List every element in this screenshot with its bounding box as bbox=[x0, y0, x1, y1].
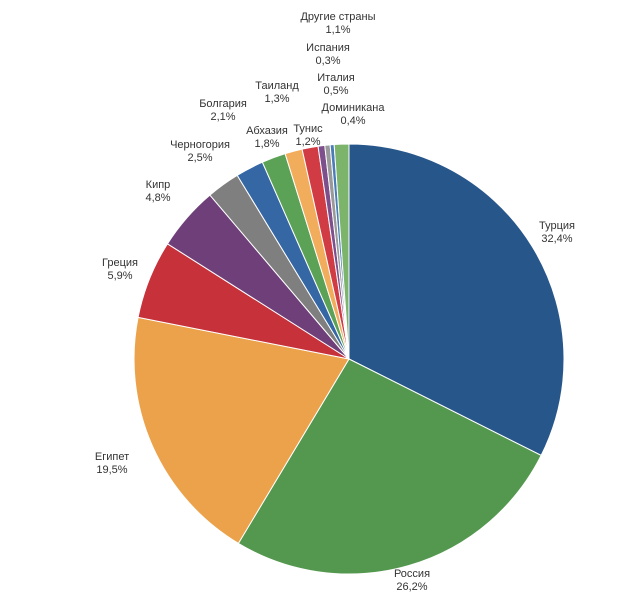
label-egypt-value: 19,5% bbox=[96, 464, 127, 476]
label-spain-name: Испания bbox=[306, 42, 350, 54]
pie-slice-13 bbox=[333, 143, 350, 360]
label-cyprus: Кипр 4,8% bbox=[145, 179, 170, 204]
label-bulgaria: Болгария 2,1% bbox=[199, 98, 247, 123]
label-tunisia-name: Тунис bbox=[293, 123, 323, 135]
label-spain: Испания 0,3% bbox=[306, 42, 350, 67]
label-egypt: Египет 19,5% bbox=[95, 451, 129, 476]
label-tunisia-value: 1,2% bbox=[295, 136, 320, 148]
label-dominicana-value: 0,4% bbox=[340, 115, 365, 127]
label-turkey-value: 32,4% bbox=[541, 233, 572, 245]
label-dominicana: Доминикана 0,4% bbox=[322, 102, 386, 127]
label-egypt-name: Египет bbox=[95, 451, 129, 463]
label-thailand-value: 1,3% bbox=[264, 93, 289, 105]
label-italy-value: 0,5% bbox=[323, 85, 348, 97]
label-other-value: 1,1% bbox=[325, 24, 350, 36]
pie-slices bbox=[133, 143, 565, 575]
label-russia-name: Россия bbox=[394, 568, 430, 580]
label-thailand-name: Таиланд bbox=[255, 80, 299, 92]
label-montenegro-value: 2,5% bbox=[187, 152, 212, 164]
label-turkey-name: Турция bbox=[539, 220, 575, 232]
label-greece: Греция 5,9% bbox=[102, 257, 138, 282]
label-dominicana-name: Доминикана bbox=[322, 102, 386, 114]
label-bulgaria-value: 2,1% bbox=[210, 111, 235, 123]
label-russia: Россия 26,2% bbox=[394, 568, 430, 593]
label-italy-name: Италия bbox=[317, 72, 355, 84]
label-greece-value: 5,9% bbox=[107, 270, 132, 282]
label-other-name: Другие страны bbox=[300, 11, 375, 23]
pie-slice-2 bbox=[133, 316, 350, 545]
pie-slice-0 bbox=[348, 143, 565, 457]
label-montenegro: Черногория 2,5% bbox=[170, 139, 230, 164]
label-montenegro-name: Черногория bbox=[170, 139, 230, 151]
label-cyprus-value: 4,8% bbox=[145, 192, 170, 204]
pie-labels: Турция 32,4% Россия 26,2% Египет 19,5% Грец… bbox=[95, 11, 575, 593]
label-abkhazia-name: Абхазия bbox=[246, 125, 288, 137]
label-russia-value: 26,2% bbox=[396, 581, 427, 593]
label-tunisia: Тунис 1,2% bbox=[293, 123, 323, 148]
label-abkhazia-value: 1,8% bbox=[254, 138, 279, 150]
label-abkhazia: Абхазия 1,8% bbox=[246, 125, 288, 150]
pie-slice-1 bbox=[237, 358, 542, 575]
label-italy: Италия 0,5% bbox=[317, 72, 355, 97]
label-thailand: Таиланд 1,3% bbox=[255, 80, 299, 105]
label-cyprus-name: Кипр bbox=[146, 179, 171, 191]
label-spain-value: 0,3% bbox=[315, 55, 340, 67]
label-turkey: Турция 32,4% bbox=[539, 220, 575, 245]
label-bulgaria-name: Болгария bbox=[199, 98, 247, 110]
label-other: Другие страны 1,1% bbox=[300, 11, 375, 36]
label-greece-name: Греция bbox=[102, 257, 138, 269]
